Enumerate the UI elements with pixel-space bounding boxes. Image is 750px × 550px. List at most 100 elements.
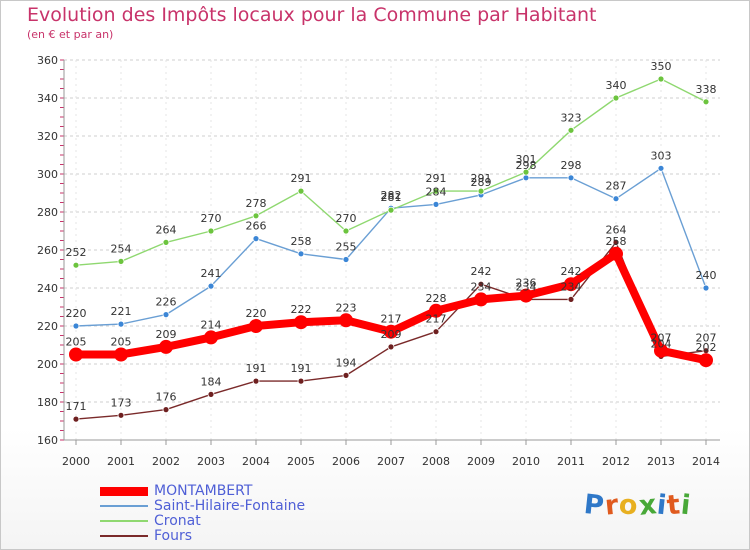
series-point-montambert bbox=[474, 292, 488, 307]
data-label-saint-hilaire-fontaine: 255 bbox=[336, 241, 357, 254]
legend-item-cronat: Cronat bbox=[100, 514, 305, 529]
data-label-fours: 191 bbox=[246, 362, 267, 375]
legend-item-montambert: MONTAMBERT bbox=[100, 484, 305, 499]
y-tick-label: 360 bbox=[37, 54, 58, 67]
data-label-montambert: 234 bbox=[471, 280, 492, 293]
x-tick-label: 2002 bbox=[152, 455, 180, 468]
data-label-fours: 209 bbox=[381, 328, 402, 341]
chart-subtitle: (en € et par an) bbox=[27, 28, 114, 41]
series-point-saint-hilaire-fontaine bbox=[117, 320, 125, 328]
data-label-saint-hilaire-fontaine: 303 bbox=[651, 149, 672, 162]
data-label-montambert: 222 bbox=[291, 303, 312, 316]
data-label-montambert: 207 bbox=[651, 332, 672, 345]
series-point-montambert bbox=[294, 315, 308, 330]
y-tick-label: 260 bbox=[37, 244, 58, 257]
series-point-cronat bbox=[567, 126, 575, 134]
series-point-saint-hilaire-fontaine bbox=[72, 322, 80, 330]
data-label-montambert: 202 bbox=[696, 341, 717, 354]
data-label-cronat: 270 bbox=[336, 212, 357, 225]
series-point-saint-hilaire-fontaine bbox=[657, 164, 665, 172]
data-label-saint-hilaire-fontaine: 298 bbox=[561, 159, 582, 172]
data-label-fours: 242 bbox=[471, 265, 492, 278]
data-label-fours: 173 bbox=[111, 396, 132, 409]
y-tick-label: 220 bbox=[37, 320, 58, 333]
series-point-fours bbox=[387, 343, 395, 351]
series-point-cronat bbox=[342, 227, 350, 235]
data-label-fours: 184 bbox=[201, 375, 222, 388]
data-label-montambert: 258 bbox=[606, 235, 627, 248]
data-label-cronat: 323 bbox=[561, 111, 582, 124]
data-label-cronat: 338 bbox=[696, 83, 717, 96]
data-label-montambert: 205 bbox=[66, 336, 87, 349]
legend-item-fours: Fours bbox=[100, 529, 305, 544]
legend-label: Saint-Hilaire-Fontaine bbox=[154, 498, 306, 514]
series-point-montambert bbox=[69, 347, 83, 362]
x-tick-label: 2008 bbox=[422, 455, 450, 468]
series-point-montambert bbox=[519, 288, 533, 303]
series-point-fours bbox=[162, 406, 170, 414]
data-label-cronat: 291 bbox=[291, 172, 312, 185]
series-point-montambert bbox=[654, 343, 668, 358]
x-tick-label: 2006 bbox=[332, 455, 360, 468]
legend-swatch bbox=[100, 505, 148, 507]
series-point-cronat bbox=[72, 261, 80, 269]
x-tick-label: 2011 bbox=[557, 455, 585, 468]
y-tick-label: 280 bbox=[37, 206, 58, 219]
legend-swatch bbox=[100, 486, 148, 496]
series-point-cronat bbox=[432, 187, 440, 195]
series-point-montambert bbox=[204, 330, 218, 345]
data-label-cronat: 270 bbox=[201, 212, 222, 225]
data-label-montambert: 217 bbox=[381, 313, 402, 326]
data-label-saint-hilaire-fontaine: 289 bbox=[471, 176, 492, 189]
data-label-cronat: 291 bbox=[471, 172, 492, 185]
legend-swatch bbox=[100, 535, 148, 537]
y-tick-label: 180 bbox=[37, 396, 58, 409]
data-label-saint-hilaire-fontaine: 258 bbox=[291, 235, 312, 248]
series-point-montambert bbox=[114, 347, 128, 362]
proxiti-logo: Proxiti bbox=[582, 489, 693, 522]
x-tick-label: 2009 bbox=[467, 455, 495, 468]
data-label-montambert: 228 bbox=[426, 292, 447, 305]
data-label-saint-hilaire-fontaine: 298 bbox=[516, 159, 537, 172]
data-label-cronat: 291 bbox=[426, 172, 447, 185]
series-point-cronat bbox=[387, 206, 395, 214]
series-point-fours bbox=[117, 411, 125, 419]
legend-label: Fours bbox=[154, 528, 193, 544]
series-point-saint-hilaire-fontaine bbox=[522, 174, 530, 182]
data-label-fours: 204 bbox=[651, 337, 672, 350]
data-label-saint-hilaire-fontaine: 241 bbox=[201, 267, 222, 280]
data-label-montambert: 205 bbox=[111, 336, 132, 349]
data-label-fours: 191 bbox=[291, 362, 312, 375]
data-label-fours: 171 bbox=[66, 400, 87, 413]
data-label-montambert: 209 bbox=[156, 328, 177, 341]
data-label-fours: 234 bbox=[561, 280, 582, 293]
data-label-saint-hilaire-fontaine: 287 bbox=[606, 180, 627, 193]
data-label-saint-hilaire-fontaine: 226 bbox=[156, 296, 177, 309]
y-tick-label: 340 bbox=[37, 92, 58, 105]
series-point-fours bbox=[612, 238, 620, 246]
series-point-montambert bbox=[609, 246, 623, 261]
legend-item-saint-hilaire-fontaine: Saint-Hilaire-Fontaine bbox=[100, 499, 305, 514]
series-point-saint-hilaire-fontaine bbox=[207, 282, 215, 290]
data-label-fours: 207 bbox=[696, 332, 717, 345]
data-label-saint-hilaire-fontaine: 240 bbox=[696, 269, 717, 282]
series-point-saint-hilaire-fontaine bbox=[567, 174, 575, 182]
data-label-saint-hilaire-fontaine: 284 bbox=[426, 185, 447, 198]
y-tick-label: 300 bbox=[37, 168, 58, 181]
data-label-montambert: 214 bbox=[201, 318, 222, 331]
series-point-saint-hilaire-fontaine bbox=[252, 235, 260, 243]
data-label-saint-hilaire-fontaine: 266 bbox=[246, 220, 267, 233]
series-point-saint-hilaire-fontaine bbox=[162, 311, 170, 319]
series-point-montambert bbox=[429, 303, 443, 318]
data-label-cronat: 281 bbox=[381, 191, 402, 204]
series-point-cronat bbox=[162, 238, 170, 246]
data-label-saint-hilaire-fontaine: 282 bbox=[381, 189, 402, 202]
series-point-cronat bbox=[612, 94, 620, 102]
x-tick-label: 2000 bbox=[62, 455, 90, 468]
y-tick-label: 200 bbox=[37, 358, 58, 371]
data-label-montambert: 220 bbox=[246, 307, 267, 320]
series-point-saint-hilaire-fontaine bbox=[612, 195, 620, 203]
x-tick-label: 2005 bbox=[287, 455, 315, 468]
series-point-fours bbox=[252, 377, 260, 385]
data-label-montambert: 242 bbox=[561, 265, 582, 278]
